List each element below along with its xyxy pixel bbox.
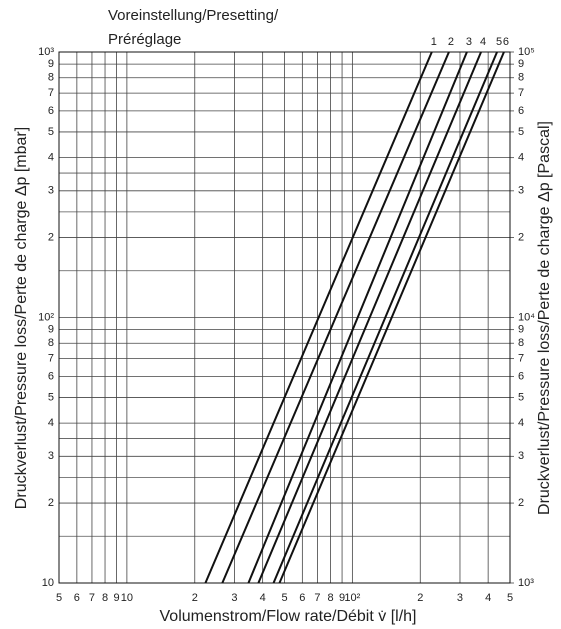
y2-tick-label: 10³ — [518, 577, 534, 589]
x-tick-label: 8 — [327, 592, 333, 604]
curve — [257, 51, 482, 584]
x-tick-label: 4 — [485, 592, 491, 604]
series-label: 1 — [431, 36, 437, 48]
annotation: Voreinstellung/Presetting/ — [108, 7, 279, 24]
y2-tick-label: 8 — [518, 72, 524, 84]
annotation: Préréglage — [108, 31, 181, 48]
y2-tick-label: 2 — [518, 231, 524, 243]
x-tick-label: 5 — [281, 592, 287, 604]
series-label: 5 — [496, 36, 502, 48]
x-tick-label: 9 — [114, 592, 120, 604]
x-tick-label: 2 — [192, 592, 198, 604]
y2-axis-label: Druckverlust/Pressure loss/Perte de char… — [536, 121, 553, 515]
y2-tick-label: 9 — [518, 58, 524, 70]
y-tick-label: 5 — [48, 126, 54, 138]
y-tick-label: 6 — [48, 370, 54, 382]
y-tick-label: 6 — [48, 105, 54, 117]
y-tick-label: 3 — [48, 450, 54, 462]
y2-tick-label: 9 — [518, 324, 524, 336]
curve — [204, 51, 433, 584]
x-tick-label: 8 — [102, 592, 108, 604]
x-tick-label: 5 — [56, 592, 62, 604]
x-axis-label: Volumenstrom/Flow rate/Débit v̇ [l/h] — [160, 608, 417, 625]
y-tick-label: 5 — [48, 391, 54, 403]
curve — [272, 51, 498, 584]
x-tick-label: 6 — [299, 592, 305, 604]
y-tick-label: 8 — [48, 72, 54, 84]
y2-tick-label: 6 — [518, 105, 524, 117]
x-tick-label: 6 — [74, 592, 80, 604]
y-tick-label: 10 — [42, 577, 54, 589]
y-tick-label: 10² — [38, 311, 54, 323]
y-tick-label: 4 — [48, 417, 54, 429]
x-tick-label: 10² — [344, 592, 360, 604]
y-tick-label: 2 — [48, 497, 54, 509]
y2-tick-label: 5 — [518, 126, 524, 138]
y-tick-label: 3 — [48, 185, 54, 197]
y2-tick-label: 3 — [518, 450, 524, 462]
curve — [221, 51, 450, 584]
x-tick-label: 3 — [457, 592, 463, 604]
y-tick-label: 8 — [48, 337, 54, 349]
x-tick-label: 10 — [121, 592, 133, 604]
y2-tick-label: 2 — [518, 497, 524, 509]
series-label: 4 — [480, 36, 486, 48]
x-tick-label: 7 — [314, 592, 320, 604]
x-tick-label: 2 — [417, 592, 423, 604]
curve — [278, 51, 505, 584]
y2-tick-label: 6 — [518, 370, 524, 382]
y2-tick-label: 3 — [518, 185, 524, 197]
y-tick-label: 4 — [48, 152, 54, 164]
x-tick-label: 4 — [260, 592, 266, 604]
y2-tick-label: 10⁴ — [518, 311, 535, 323]
y2-tick-label: 10⁵ — [518, 46, 535, 58]
x-tick-label: 3 — [231, 592, 237, 604]
y-tick-label: 9 — [48, 58, 54, 70]
y2-tick-label: 8 — [518, 337, 524, 349]
y2-tick-label: 4 — [518, 152, 524, 164]
curve — [247, 51, 468, 584]
y2-tick-label: 4 — [518, 417, 524, 429]
series-label: 3 — [466, 36, 472, 48]
series-label: 6 — [503, 36, 509, 48]
y-tick-label: 7 — [48, 87, 54, 99]
x-tick-label: 5 — [507, 592, 513, 604]
y-tick-label: 7 — [48, 353, 54, 365]
y-tick-label: 9 — [48, 324, 54, 336]
y-tick-label: 2 — [48, 231, 54, 243]
y-tick-label: 10³ — [38, 46, 54, 58]
y2-tick-label: 7 — [518, 87, 524, 99]
y2-tick-label: 5 — [518, 391, 524, 403]
y2-tick-label: 7 — [518, 353, 524, 365]
series-label: 2 — [448, 36, 454, 48]
y-axis-label: Druckverlust/Pressure loss/Perte de char… — [13, 127, 30, 509]
x-tick-label: 7 — [89, 592, 95, 604]
plot-frame — [58, 51, 511, 584]
x-tick-label: 9 — [339, 592, 345, 604]
